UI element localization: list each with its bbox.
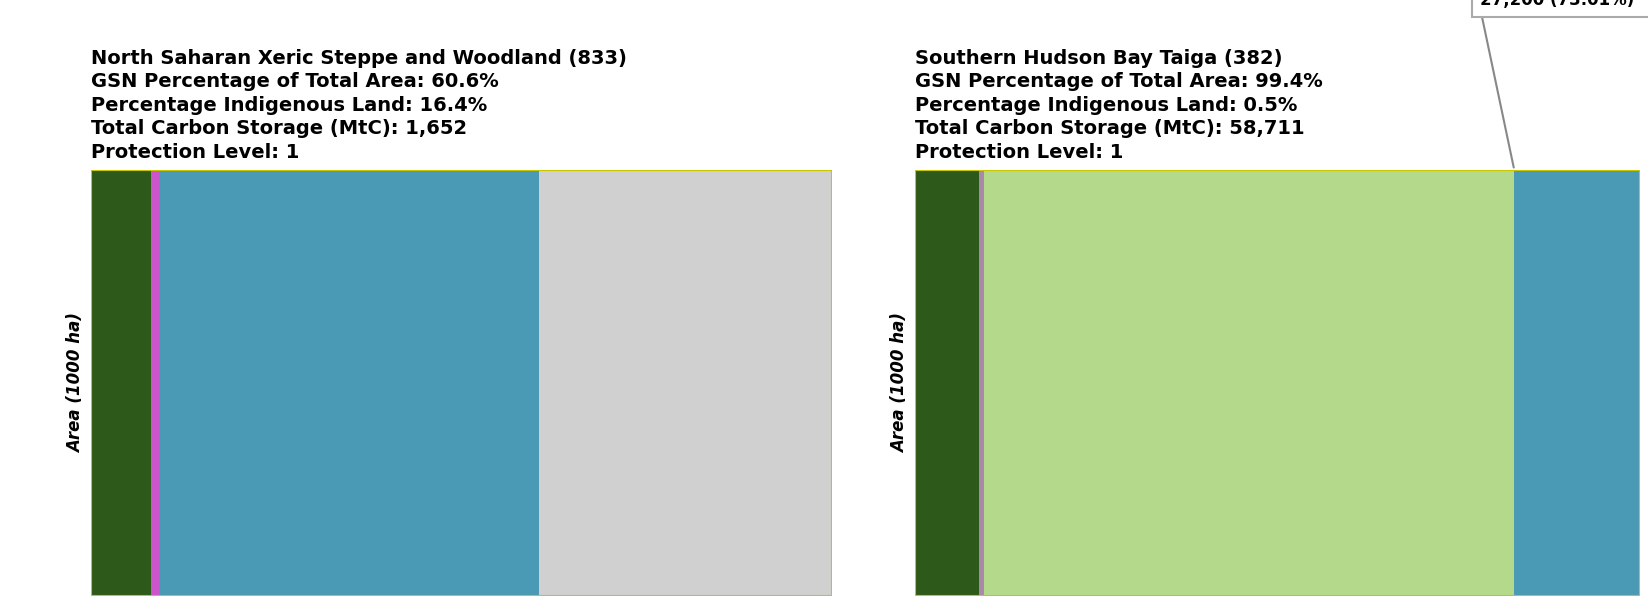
Text: Southern Hudson Bay Taiga (382)
GSN Percentage of Total Area: 99.4%
Percentage I: Southern Hudson Bay Taiga (382) GSN Perc…	[915, 49, 1322, 162]
Bar	[152, 170, 160, 596]
Bar	[915, 170, 979, 596]
Y-axis label: Area (1000 ha): Area (1000 ha)	[892, 313, 910, 453]
Bar	[1515, 170, 1640, 596]
Bar	[160, 170, 539, 596]
Bar	[539, 170, 832, 596]
Bar	[91, 170, 152, 596]
Bar	[984, 170, 1515, 596]
Text: North Saharan Xeric Steppe and Woodland (833)
GSN Percentage of Total Area: 60.6: North Saharan Xeric Steppe and Woodland …	[91, 49, 626, 162]
Text: Large Mammal Landscapes
27,200 (73.01%): Large Mammal Landscapes 27,200 (73.01%)	[1480, 0, 1648, 9]
Bar	[979, 170, 984, 596]
Y-axis label: Area (1000 ha): Area (1000 ha)	[68, 313, 86, 453]
